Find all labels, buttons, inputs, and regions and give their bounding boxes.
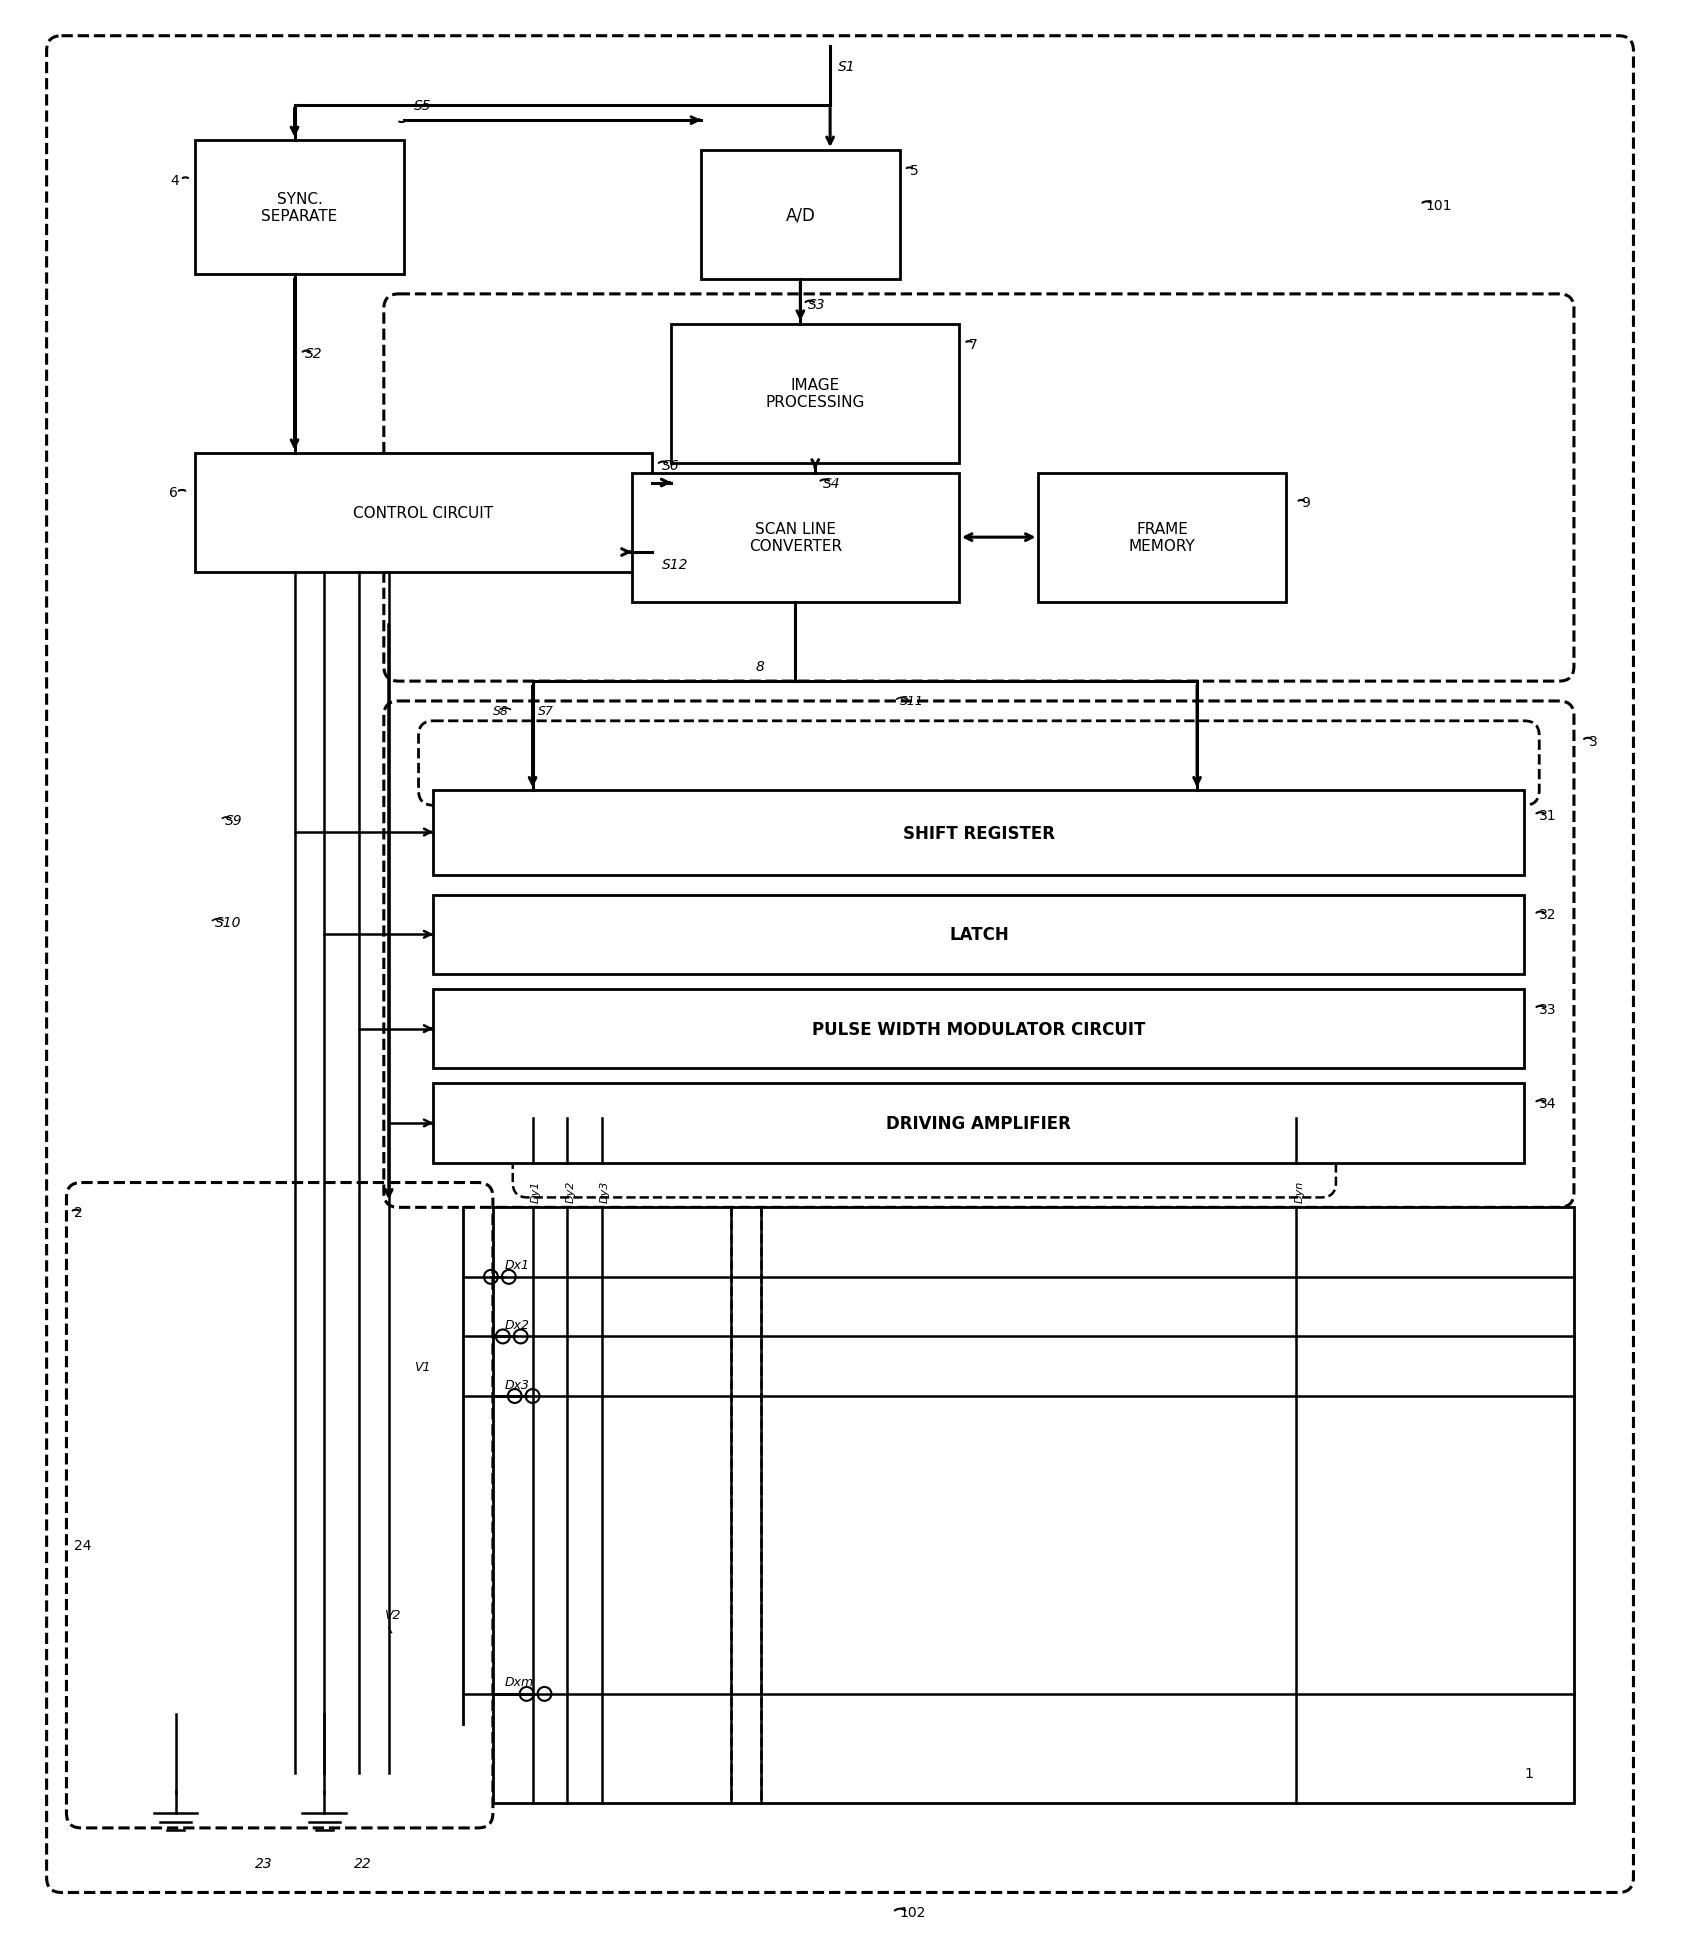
Text: 5: 5 (909, 164, 919, 178)
Text: SYNC.
SEPARATE: SYNC. SEPARATE (262, 192, 338, 225)
Text: 101: 101 (1426, 197, 1451, 213)
Text: Dx2: Dx2 (505, 1318, 530, 1331)
Bar (434, 989, 1525, 1069)
Text: S8: S8 (493, 706, 508, 717)
Text: PULSE WIDTH MODULATOR CIRCUIT: PULSE WIDTH MODULATOR CIRCUIT (812, 1021, 1145, 1038)
Text: Dy1: Dy1 (530, 1181, 540, 1202)
Text: 33: 33 (1539, 1003, 1557, 1017)
Bar (493, 1208, 1574, 1803)
Bar (672, 325, 959, 463)
Text: Dyn: Dyn (1294, 1181, 1304, 1202)
Bar (1039, 473, 1287, 602)
Text: S9: S9 (225, 813, 243, 827)
Text: 2: 2 (74, 1206, 83, 1220)
Text: V1: V1 (414, 1361, 431, 1372)
Bar (701, 151, 900, 280)
Text: IMAGE
PROCESSING: IMAGE PROCESSING (765, 377, 865, 411)
Text: S5: S5 (414, 100, 431, 113)
Text: DRIVING AMPLIFIER: DRIVING AMPLIFIER (887, 1114, 1071, 1132)
Text: LATCH: LATCH (949, 927, 1008, 944)
Text: S4: S4 (823, 477, 841, 491)
Text: SHIFT REGISTER: SHIFT REGISTER (904, 825, 1056, 843)
Text: Dx1: Dx1 (505, 1259, 530, 1273)
Text: Dy3: Dy3 (600, 1181, 610, 1202)
Text: 7: 7 (969, 338, 978, 352)
Text: A/D: A/D (785, 207, 816, 225)
Text: 4: 4 (171, 174, 179, 188)
Text: S11: S11 (900, 696, 924, 708)
Text: 34: 34 (1539, 1097, 1557, 1110)
Text: 6: 6 (169, 487, 177, 500)
Text: 23: 23 (255, 1855, 272, 1869)
Text: S12: S12 (662, 557, 687, 571)
Text: 9: 9 (1301, 497, 1311, 510)
Text: Dxm: Dxm (505, 1675, 534, 1689)
Text: S2: S2 (304, 348, 323, 362)
Text: CONTROL CIRCUIT: CONTROL CIRCUIT (353, 506, 493, 520)
Text: 24: 24 (74, 1539, 91, 1552)
Text: SCAN LINE
CONVERTER: SCAN LINE CONVERTER (748, 522, 843, 553)
Text: 3: 3 (1589, 735, 1598, 749)
Bar (196, 454, 652, 573)
Bar (632, 473, 959, 602)
Text: 22: 22 (355, 1855, 372, 1869)
Text: V2: V2 (383, 1609, 400, 1621)
Text: Dx3: Dx3 (505, 1378, 530, 1390)
Text: S1: S1 (838, 59, 856, 74)
Text: S10: S10 (215, 917, 242, 931)
Text: 8: 8 (755, 661, 765, 674)
Text: S3: S3 (809, 297, 826, 311)
Text: Dy2: Dy2 (566, 1181, 576, 1202)
Bar (434, 895, 1525, 974)
Bar (434, 792, 1525, 876)
Text: S7: S7 (537, 706, 554, 717)
Text: FRAME
MEMORY: FRAME MEMORY (1128, 522, 1196, 553)
Text: 102: 102 (900, 1906, 926, 1920)
Text: S6: S6 (662, 457, 679, 473)
Bar (434, 1083, 1525, 1163)
Bar (196, 141, 404, 276)
Text: 31: 31 (1539, 809, 1557, 823)
Text: 1: 1 (1525, 1767, 1534, 1781)
Text: 32: 32 (1539, 907, 1557, 923)
